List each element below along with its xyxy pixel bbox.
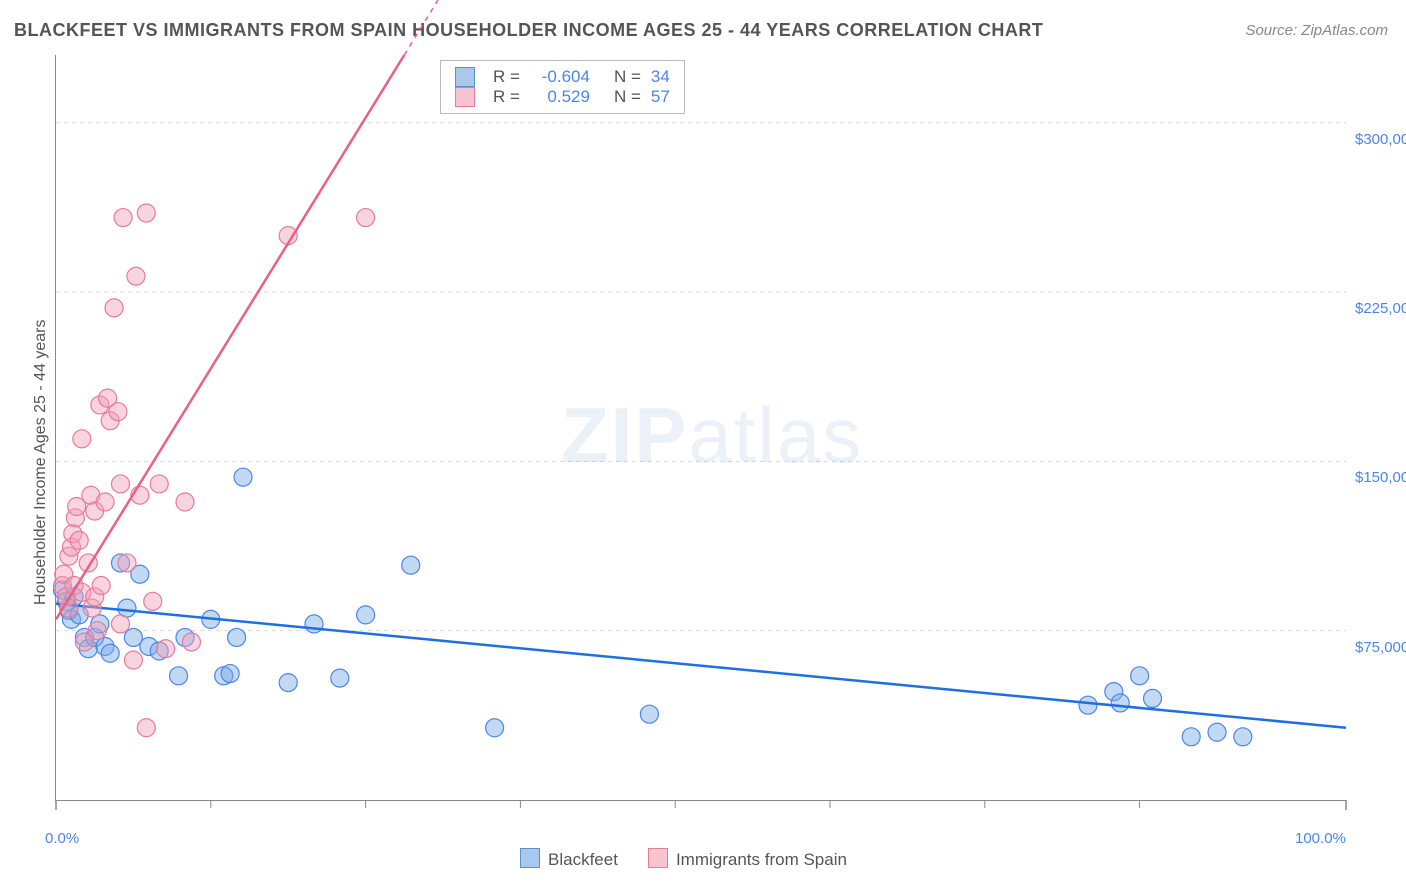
data-point xyxy=(357,606,375,624)
legend-top: R = -0.604 N = 34 R = 0.529 N = 57 xyxy=(440,60,685,114)
x-tick-label: 100.0% xyxy=(1295,830,1346,847)
data-point xyxy=(1208,723,1226,741)
data-point xyxy=(127,267,145,285)
data-point xyxy=(402,556,420,574)
legend-r-value: 0.529 xyxy=(530,87,590,107)
plot-area: ZIPatlas xyxy=(55,55,1346,801)
data-point xyxy=(112,615,130,633)
legend-n-value: 57 xyxy=(651,87,670,107)
data-point xyxy=(486,719,504,737)
data-point xyxy=(73,430,91,448)
data-point xyxy=(109,403,127,421)
legend-n-label: N = xyxy=(614,87,641,107)
data-point xyxy=(150,475,168,493)
chart-title: BLACKFEET VS IMMIGRANTS FROM SPAIN HOUSE… xyxy=(14,20,1043,41)
data-point xyxy=(1182,728,1200,746)
data-point xyxy=(101,644,119,662)
data-point xyxy=(182,633,200,651)
data-point xyxy=(234,468,252,486)
data-point xyxy=(70,531,88,549)
legend-n-value: 34 xyxy=(651,67,670,87)
legend-swatch xyxy=(520,848,540,868)
data-point xyxy=(144,592,162,610)
data-point xyxy=(105,299,123,317)
data-point xyxy=(640,705,658,723)
legend-bottom-item: Immigrants from Spain xyxy=(648,848,847,870)
legend-swatch xyxy=(455,67,475,87)
chart-container: BLACKFEET VS IMMIGRANTS FROM SPAIN HOUSE… xyxy=(0,0,1406,892)
legend-top-row: R = -0.604 N = 34 xyxy=(455,67,670,87)
plot-svg xyxy=(56,55,1346,800)
trend-line xyxy=(56,55,404,619)
data-point xyxy=(137,204,155,222)
legend-label: Immigrants from Spain xyxy=(676,850,847,869)
legend-bottom-item: Blackfeet xyxy=(520,848,618,870)
data-point xyxy=(228,628,246,646)
data-point xyxy=(1111,694,1129,712)
legend-swatch xyxy=(648,848,668,868)
data-point xyxy=(1234,728,1252,746)
y-axis-label: Householder Income Ages 25 - 44 years xyxy=(32,320,50,606)
y-tick-label: $300,000 xyxy=(1355,131,1406,148)
data-point xyxy=(1144,689,1162,707)
y-tick-label: $75,000 xyxy=(1355,639,1406,656)
data-point xyxy=(331,669,349,687)
trend-line xyxy=(56,604,1346,728)
data-point xyxy=(92,577,110,595)
x-tick-label: 0.0% xyxy=(45,830,79,847)
data-point xyxy=(96,493,114,511)
y-tick-label: $150,000 xyxy=(1355,469,1406,486)
data-point xyxy=(221,665,239,683)
legend-r-value: -0.604 xyxy=(530,67,590,87)
y-tick-label: $225,000 xyxy=(1355,300,1406,317)
data-point xyxy=(1079,696,1097,714)
data-point xyxy=(88,622,106,640)
legend-r-label: R = xyxy=(493,67,520,87)
data-point xyxy=(112,475,130,493)
data-point xyxy=(124,651,142,669)
legend-swatch xyxy=(455,87,475,107)
legend-n-label: N = xyxy=(614,67,641,87)
legend-top-row: R = 0.529 N = 57 xyxy=(455,87,670,107)
legend-bottom: Blackfeet Immigrants from Spain xyxy=(520,848,847,870)
data-point xyxy=(157,640,175,658)
legend-r-label: R = xyxy=(493,87,520,107)
data-point xyxy=(114,209,132,227)
data-point xyxy=(357,209,375,227)
data-point xyxy=(279,674,297,692)
data-point xyxy=(137,719,155,737)
data-point xyxy=(170,667,188,685)
data-point xyxy=(118,554,136,572)
source-label: Source: ZipAtlas.com xyxy=(1245,22,1388,39)
data-point xyxy=(1131,667,1149,685)
data-point xyxy=(176,493,194,511)
legend-label: Blackfeet xyxy=(548,850,618,869)
